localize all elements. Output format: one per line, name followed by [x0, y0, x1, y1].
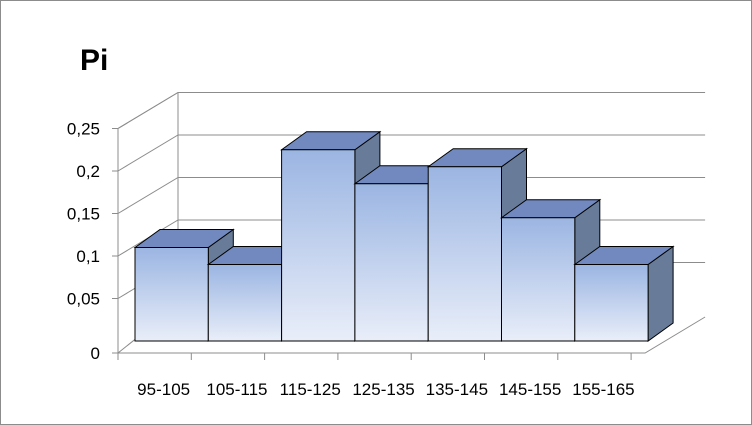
bar-front	[354, 183, 429, 342]
x-tick-label: 115-125	[280, 380, 341, 399]
x-tick-label: 95-105	[137, 380, 190, 399]
bar-front	[207, 264, 283, 342]
bar-front	[427, 166, 503, 342]
x-tick-label: 105-115	[206, 380, 267, 399]
gridline	[117, 92, 706, 129]
y-tick-label: 0,25	[67, 120, 100, 139]
bar-front	[134, 247, 209, 342]
y-tick-label: 0,2	[76, 162, 100, 181]
y-tick-label: 0,05	[67, 290, 100, 309]
bar-front	[501, 217, 576, 342]
y-tick-label: 0,15	[67, 205, 100, 224]
x-tick-label: 135-145	[426, 380, 488, 399]
x-tick-label: 145-155	[499, 380, 561, 399]
bar-front	[281, 149, 356, 342]
y-tick-label: 0,1	[76, 247, 100, 266]
bar-155-165	[573, 245, 675, 342]
bar-front	[574, 264, 649, 342]
y-tick-label: 0	[91, 344, 100, 363]
x-tick-label: 125-135	[352, 380, 414, 399]
chart-title: Pi	[80, 44, 109, 77]
x-tick-label: 155-165	[572, 380, 634, 399]
floor-front-edge	[118, 316, 706, 354]
